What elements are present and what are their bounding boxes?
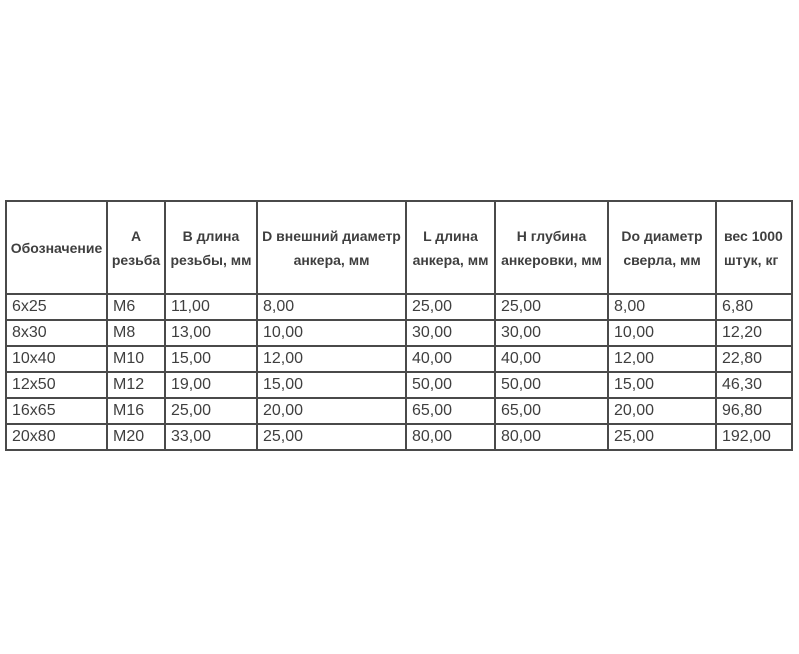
cell-thread-length: 11,00 bbox=[164, 293, 258, 321]
cell-weight: 22,80 bbox=[715, 345, 793, 373]
cell-weight: 96,80 bbox=[715, 397, 793, 425]
table-row: 10x40 М10 15,00 12,00 40,00 40,00 12,00 … bbox=[5, 345, 793, 373]
cell-thread: М8 bbox=[106, 319, 166, 347]
cell-anchor-length: 40,00 bbox=[405, 345, 496, 373]
table-header-row: Обозначение А резьба В длина резьбы, мм … bbox=[5, 200, 793, 295]
col-header-thread-length: В длина резьбы, мм bbox=[164, 200, 258, 295]
table-row: 6x25 М6 11,00 8,00 25,00 25,00 8,00 6,80 bbox=[5, 293, 793, 321]
cell-drill-diameter: 20,00 bbox=[607, 397, 717, 425]
col-header-designation: Обозначение bbox=[5, 200, 108, 295]
table-row: 12x50 М12 19,00 15,00 50,00 50,00 15,00 … bbox=[5, 371, 793, 399]
cell-weight: 12,20 bbox=[715, 319, 793, 347]
cell-thread: М16 bbox=[106, 397, 166, 425]
cell-anchoring-depth: 65,00 bbox=[494, 397, 609, 425]
cell-outer-diameter: 15,00 bbox=[256, 371, 407, 399]
col-header-anchor-length: L длина анкера, мм bbox=[405, 200, 496, 295]
cell-outer-diameter: 8,00 bbox=[256, 293, 407, 321]
table-row: 20x80 М20 33,00 25,00 80,00 80,00 25,00 … bbox=[5, 423, 793, 451]
table-row: 16x65 М16 25,00 20,00 65,00 65,00 20,00 … bbox=[5, 397, 793, 425]
cell-drill-diameter: 8,00 bbox=[607, 293, 717, 321]
cell-weight: 6,80 bbox=[715, 293, 793, 321]
cell-thread: М10 bbox=[106, 345, 166, 373]
cell-anchor-length: 30,00 bbox=[405, 319, 496, 347]
cell-designation: 16x65 bbox=[5, 397, 108, 425]
cell-anchoring-depth: 30,00 bbox=[494, 319, 609, 347]
cell-thread-length: 13,00 bbox=[164, 319, 258, 347]
cell-thread: М6 bbox=[106, 293, 166, 321]
cell-thread-length: 19,00 bbox=[164, 371, 258, 399]
cell-outer-diameter: 25,00 bbox=[256, 423, 407, 451]
cell-thread: М20 bbox=[106, 423, 166, 451]
cell-weight: 46,30 bbox=[715, 371, 793, 399]
table-row: 8x30 М8 13,00 10,00 30,00 30,00 10,00 12… bbox=[5, 319, 793, 347]
cell-anchoring-depth: 40,00 bbox=[494, 345, 609, 373]
cell-anchoring-depth: 25,00 bbox=[494, 293, 609, 321]
col-header-anchoring-depth: Н глубина анкеровки, мм bbox=[494, 200, 609, 295]
cell-weight: 192,00 bbox=[715, 423, 793, 451]
cell-designation: 8x30 bbox=[5, 319, 108, 347]
cell-anchor-length: 80,00 bbox=[405, 423, 496, 451]
cell-drill-diameter: 15,00 bbox=[607, 371, 717, 399]
cell-outer-diameter: 12,00 bbox=[256, 345, 407, 373]
col-header-drill-diameter: Do диаметр сверла, мм bbox=[607, 200, 717, 295]
col-header-outer-diameter: D внешний диаметр анкера, мм bbox=[256, 200, 407, 295]
cell-drill-diameter: 25,00 bbox=[607, 423, 717, 451]
col-header-thread: А резьба bbox=[106, 200, 166, 295]
cell-anchor-length: 50,00 bbox=[405, 371, 496, 399]
cell-thread-length: 33,00 bbox=[164, 423, 258, 451]
cell-designation: 12x50 bbox=[5, 371, 108, 399]
anchor-spec-table: Обозначение А резьба В длина резьбы, мм … bbox=[5, 200, 793, 451]
col-header-weight: вес 1000 штук, кг bbox=[715, 200, 793, 295]
cell-thread-length: 25,00 bbox=[164, 397, 258, 425]
cell-thread-length: 15,00 bbox=[164, 345, 258, 373]
cell-outer-diameter: 20,00 bbox=[256, 397, 407, 425]
cell-designation: 10x40 bbox=[5, 345, 108, 373]
cell-drill-diameter: 12,00 bbox=[607, 345, 717, 373]
cell-designation: 6x25 bbox=[5, 293, 108, 321]
cell-anchoring-depth: 50,00 bbox=[494, 371, 609, 399]
cell-anchoring-depth: 80,00 bbox=[494, 423, 609, 451]
cell-thread: М12 bbox=[106, 371, 166, 399]
cell-outer-diameter: 10,00 bbox=[256, 319, 407, 347]
cell-anchor-length: 25,00 bbox=[405, 293, 496, 321]
cell-designation: 20x80 bbox=[5, 423, 108, 451]
cell-anchor-length: 65,00 bbox=[405, 397, 496, 425]
cell-drill-diameter: 10,00 bbox=[607, 319, 717, 347]
